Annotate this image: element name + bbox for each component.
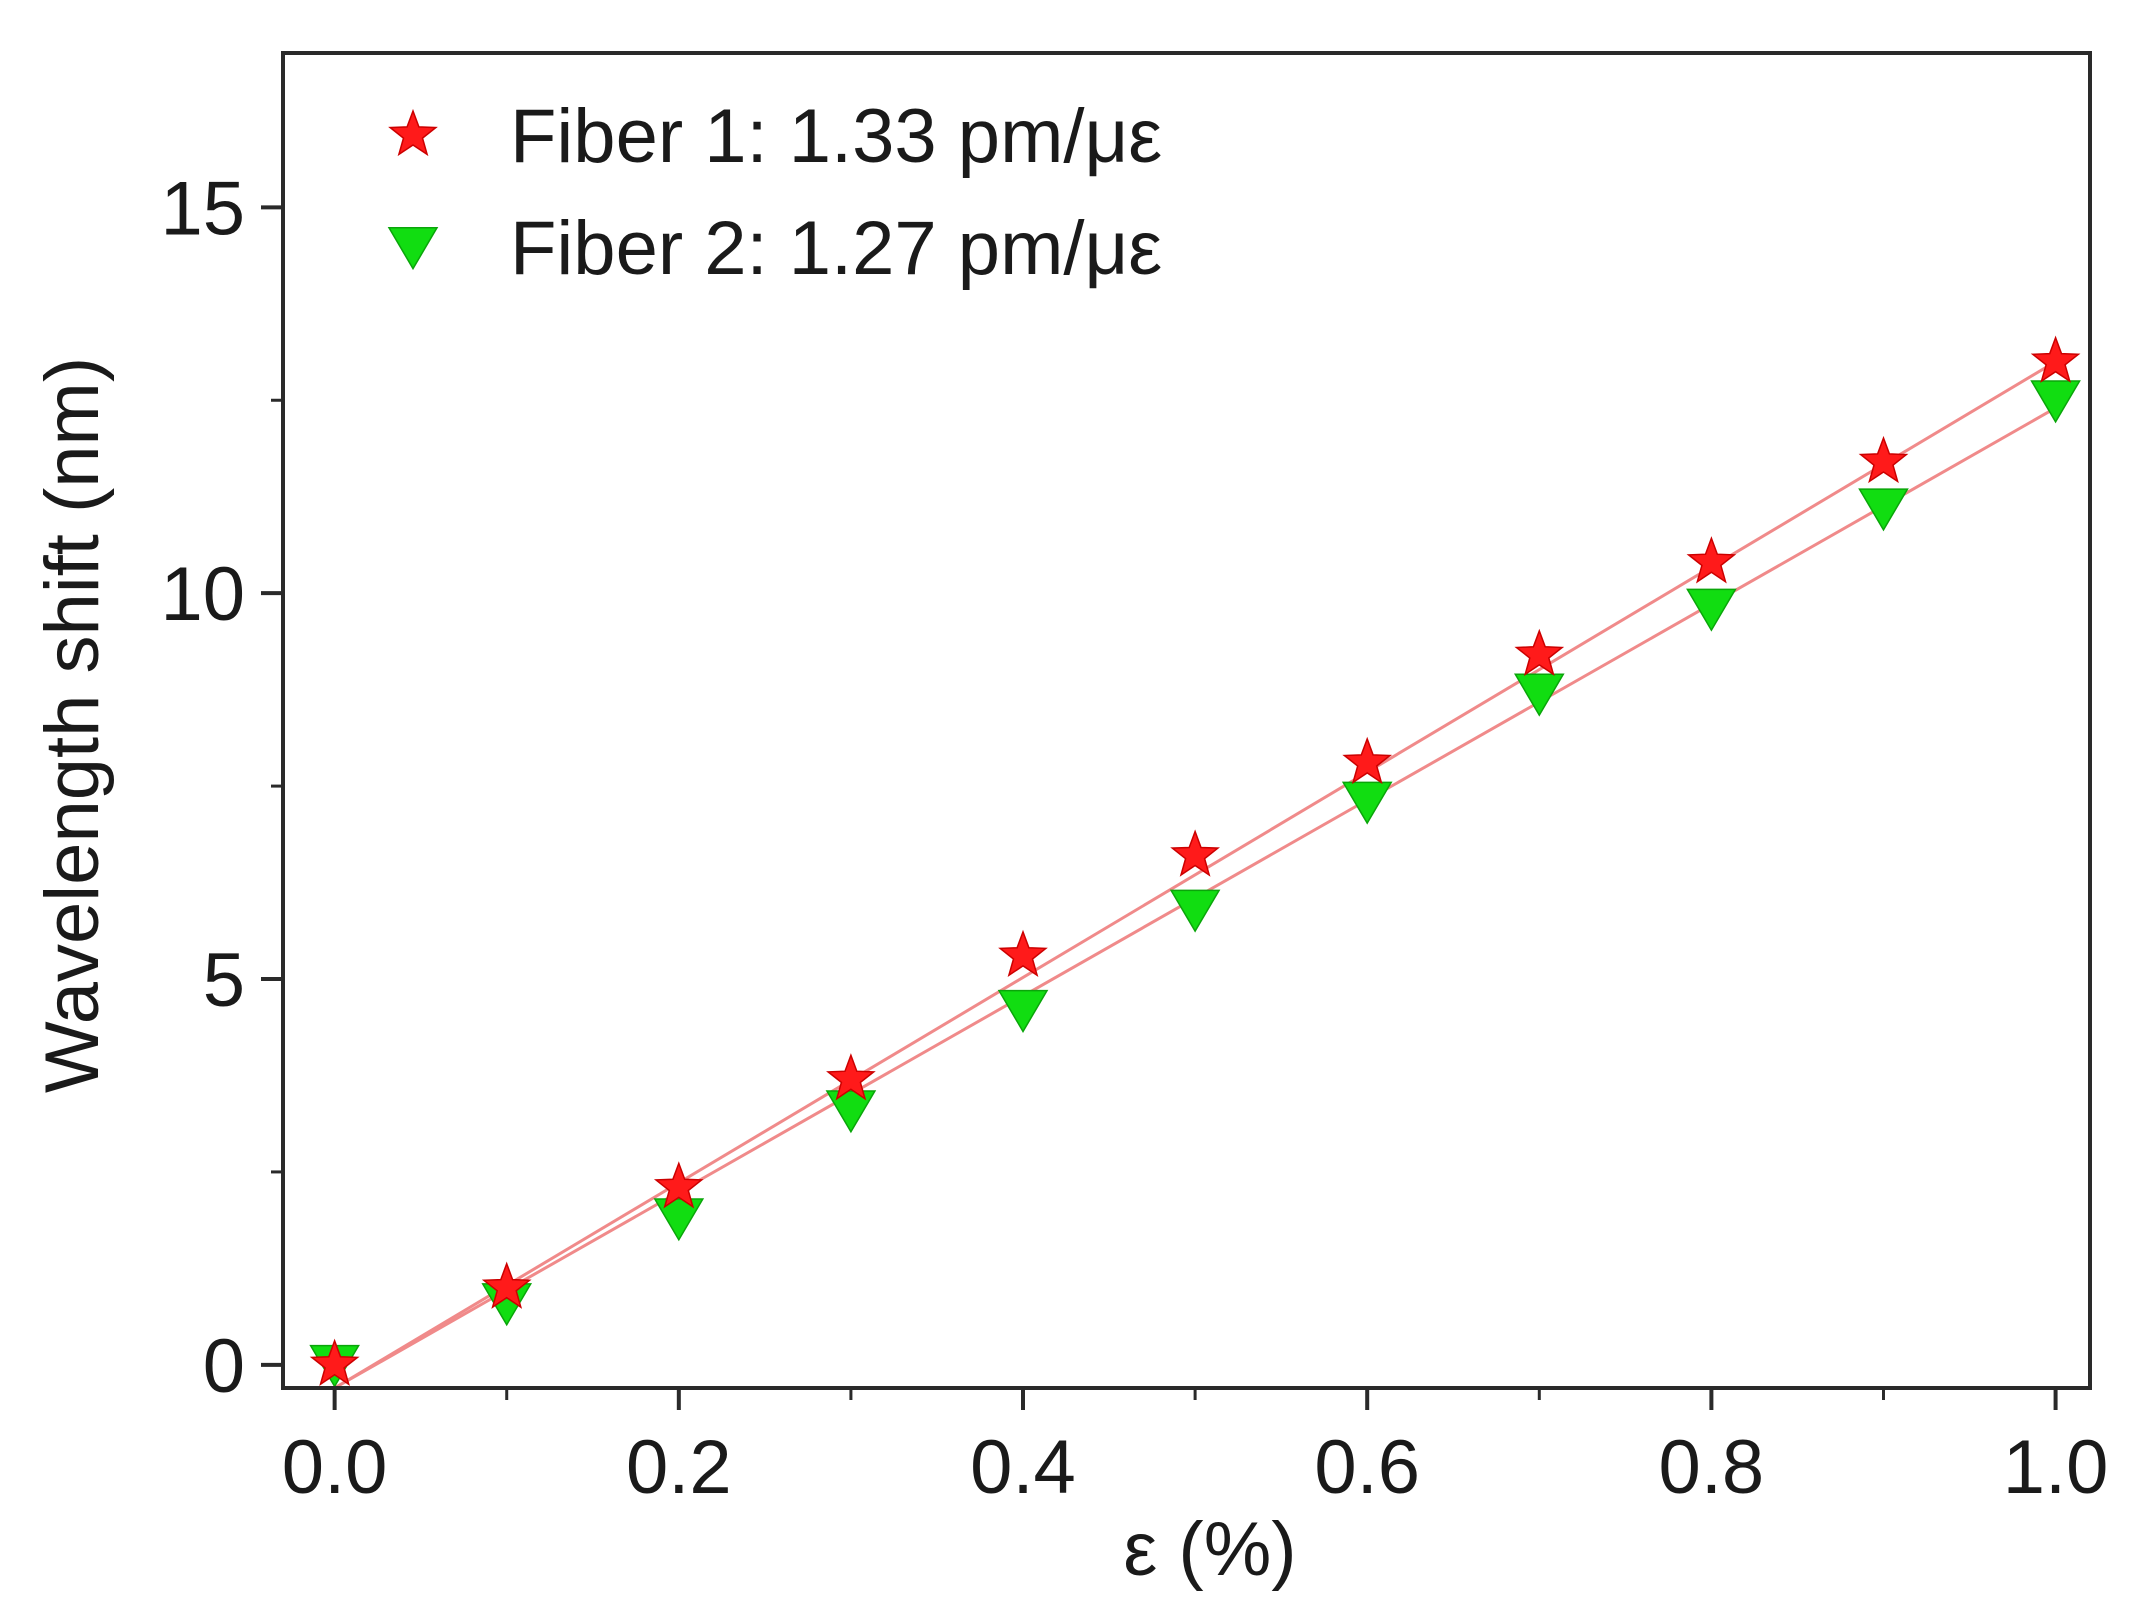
data-point-series-2 — [1169, 889, 1221, 933]
data-point-series-2 — [1686, 588, 1737, 632]
x-tick-label: 1.0 — [2003, 1425, 2109, 1510]
data-point-series-2 — [1858, 488, 1909, 532]
y-tick-label: 0 — [203, 1324, 245, 1409]
fit-line-series-1 — [333, 360, 2057, 1390]
data-point-series-2 — [1341, 781, 1393, 825]
fit-lines — [333, 360, 2057, 1390]
data-point-series-2 — [2030, 380, 2081, 424]
y-tick-label: 15 — [160, 166, 245, 251]
data-point-series-1 — [998, 929, 1048, 978]
data-point-series-2 — [1513, 673, 1565, 717]
data-point-series-1 — [1686, 536, 1737, 584]
data-point-series-2 — [997, 989, 1049, 1033]
data-point-series-1 — [1342, 736, 1393, 785]
y-tick-label: 5 — [203, 938, 245, 1023]
x-tick-label: 0.4 — [970, 1425, 1076, 1510]
legend-marker-series-1 — [388, 108, 438, 157]
x-tick-label: 0.2 — [626, 1425, 732, 1510]
data-point-series-1 — [309, 1338, 360, 1387]
data-point-series-1 — [1858, 435, 1909, 484]
x-tick-label: 0.6 — [1314, 1425, 1420, 1510]
legend-marker-series-2 — [387, 227, 439, 271]
data-point-series-1 — [2030, 335, 2081, 383]
data-point-series-1 — [1170, 829, 1220, 877]
data-point-series-1 — [1514, 628, 1565, 677]
data-point-series-1 — [481, 1261, 532, 1309]
y-axis-label: Wavelength shift (nm) — [30, 357, 115, 1093]
axis-ticks: 0.0 0.2 0.4 0.6 0.8 1.0 0 5 10 15 — [160, 166, 2108, 1510]
data-point-series-1 — [826, 1053, 876, 1101]
legend: Fiber 1: 1.33 pm/με Fiber 2: 1.27 pm/με — [387, 94, 1162, 291]
data-point-series-1 — [653, 1161, 704, 1209]
data-markers — [309, 335, 2081, 1388]
y-tick-label: 10 — [160, 552, 245, 637]
data-point-series-2 — [653, 1198, 705, 1242]
legend-label-series-2: Fiber 2: 1.27 pm/με — [510, 206, 1162, 291]
plot-frame — [281, 51, 2092, 1390]
legend-label-series-1: Fiber 1: 1.33 pm/με — [510, 94, 1162, 179]
data-point-series-2 — [825, 1090, 877, 1134]
x-tick-label: 0.8 — [1659, 1425, 1765, 1510]
x-tick-label: 0.0 — [282, 1425, 388, 1510]
x-axis-label: ε (%) — [1123, 1507, 1296, 1592]
